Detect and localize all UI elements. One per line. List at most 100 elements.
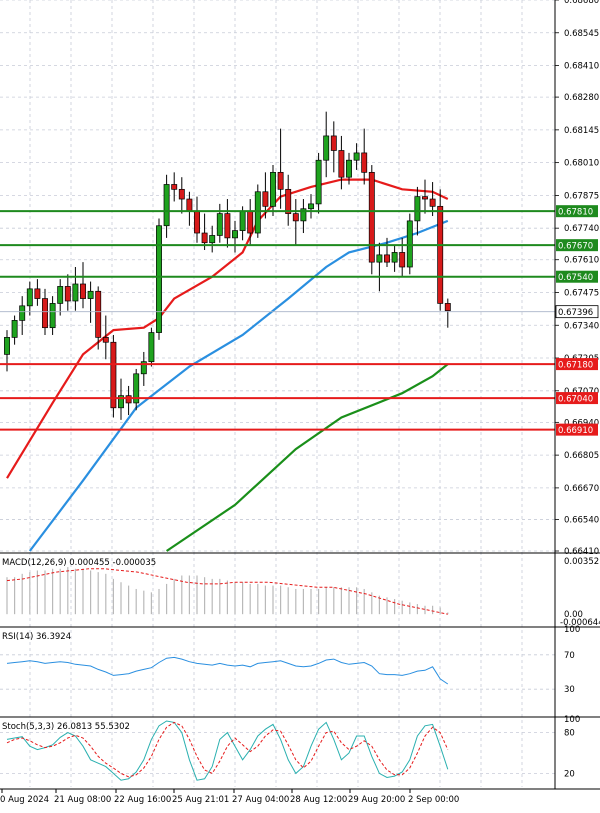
y-tick-label: 0.68410 <box>564 62 599 72</box>
y-tick-label: 0.66805 <box>564 451 599 461</box>
candle-body <box>406 220 413 268</box>
y-tick-label: 0.66540 <box>564 515 599 525</box>
moving-average-blue <box>28 219 449 552</box>
level-price-tag <box>556 423 598 436</box>
y-tick-label: 0.66410 <box>564 547 599 557</box>
candle-body <box>163 184 170 227</box>
candle-body <box>4 337 10 355</box>
candle-body <box>292 213 299 222</box>
candle-body <box>26 288 33 307</box>
candle-body <box>414 196 421 222</box>
y-tick-label: 0.66940 <box>564 418 599 428</box>
candle-body <box>323 135 330 161</box>
stoch-tick-label: 20 <box>564 769 575 779</box>
level-price-label: 0.67180 <box>558 361 593 371</box>
candle-body <box>148 332 155 363</box>
level-price-label: 0.67540 <box>558 273 593 283</box>
candle-body <box>42 298 48 329</box>
x-tick-label: 25 Aug 21:01 <box>172 795 229 805</box>
y-tick-label: 0.68680 <box>564 0 599 6</box>
y-tick-label: 0.67875 <box>564 191 599 201</box>
y-tick-label: 0.67475 <box>564 288 599 298</box>
candle-body <box>239 210 246 231</box>
candle-body <box>140 361 147 375</box>
macd-signal-line <box>6 568 448 615</box>
candle-body <box>429 198 436 207</box>
candle-body <box>391 252 398 263</box>
level-price-tag <box>556 358 598 371</box>
x-tick-label: 27 Aug 04:00 <box>232 795 289 805</box>
candle-body <box>338 150 345 178</box>
candle-body <box>254 191 261 234</box>
candle-body <box>216 213 223 236</box>
level-price-tag <box>556 205 598 218</box>
candle-body <box>224 213 231 239</box>
candle-body <box>201 232 208 244</box>
level-price-tag <box>556 270 598 283</box>
candle-body <box>19 305 26 321</box>
x-tick-label: 21 Aug 08:00 <box>54 795 111 805</box>
level-price-tag <box>556 239 598 252</box>
candle-body <box>110 341 117 409</box>
rsi-tick-label: 30 <box>564 685 575 695</box>
candle-body <box>361 152 368 173</box>
current-price-tag <box>555 305 599 319</box>
y-tick-label: 0.68545 <box>564 29 599 39</box>
moving-average-green <box>165 363 449 552</box>
candle-body <box>262 191 269 207</box>
y-tick-label: 0.68010 <box>564 159 599 169</box>
y-tick-label: 0.67340 <box>564 321 599 331</box>
candle-body <box>330 135 337 151</box>
y-tick-label: 0.67740 <box>564 224 599 234</box>
x-tick-label: 0 Aug 2024 <box>0 795 49 805</box>
candle-body <box>194 210 200 234</box>
level-price-label: 0.67810 <box>558 208 593 218</box>
candle-body <box>209 235 216 244</box>
candle-body <box>125 395 132 404</box>
candle-body <box>353 152 360 161</box>
current-price-label: 0.67396 <box>558 308 593 318</box>
y-tick-label: 0.68280 <box>564 93 599 103</box>
stoch-main-line <box>6 720 449 781</box>
macd-tick-label: 0.00 <box>564 610 583 620</box>
candle-body <box>376 254 383 263</box>
candle-body <box>437 205 444 304</box>
y-tick-label: 0.66670 <box>564 484 599 494</box>
stoch-label: Stoch(5,3,3) 26.0813 55.5302 <box>2 722 130 732</box>
candle-body <box>346 159 352 178</box>
candle-body <box>444 303 451 312</box>
macd-tick-label: 0.00352 <box>564 557 599 567</box>
candle-body <box>232 230 238 239</box>
candle-body <box>156 225 162 333</box>
macd-label: MACD(12,26,9) 0.000455 -0.000035 <box>2 558 156 568</box>
candle-body <box>57 286 64 304</box>
x-tick-label: 22 Aug 16:00 <box>114 795 171 805</box>
candle-body <box>384 254 390 263</box>
macd-tick-label: -0.000644 <box>560 618 600 628</box>
candle-body <box>399 252 406 268</box>
rsi-tick-label: 100 <box>564 625 580 635</box>
level-price-label: 0.67040 <box>558 395 593 405</box>
candle-body <box>34 288 41 299</box>
candle-body <box>95 290 102 338</box>
candle-body <box>285 188 292 214</box>
level-price-label: 0.66910 <box>558 426 593 436</box>
candle-body <box>118 395 124 409</box>
candle-body <box>49 303 56 329</box>
x-tick-label: 28 Aug 12:00 <box>290 795 347 805</box>
rsi-label: RSI(14) 36.3924 <box>2 632 71 642</box>
candle-body <box>11 320 18 338</box>
candle-body <box>368 171 375 263</box>
candle-body <box>186 198 193 212</box>
candle-body <box>133 373 140 404</box>
x-tick-label: 29 Aug 20:00 <box>348 795 405 805</box>
candle-body <box>277 171 284 190</box>
y-tick-label: 0.68145 <box>564 126 599 136</box>
level-price-tag <box>556 392 598 405</box>
candle-body <box>300 208 307 222</box>
candle-body <box>80 283 86 299</box>
candle-body <box>247 210 254 234</box>
